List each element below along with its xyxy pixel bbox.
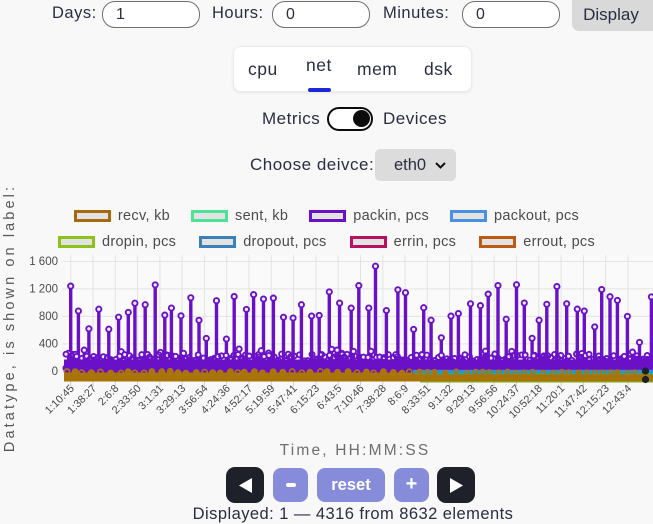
svg-text:800: 800 <box>39 311 58 323</box>
svg-text:0: 0 <box>52 366 58 378</box>
svg-text:1 200: 1 200 <box>29 284 58 296</box>
svg-text:1 600: 1 600 <box>29 256 58 268</box>
svg-text:400: 400 <box>39 339 58 351</box>
